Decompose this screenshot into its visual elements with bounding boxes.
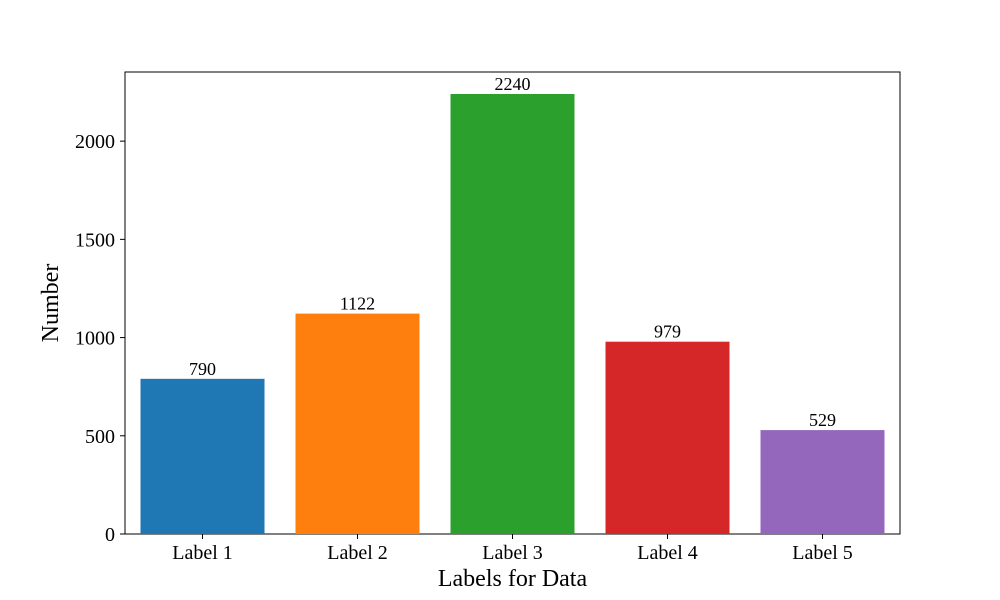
bar-2 [295,313,420,534]
x-tick-label-3: Label 3 [482,542,543,564]
x-axis-ticks-group: Label 1 Label 2 Label 3 Label 4 Label 5 [172,534,853,564]
y-tick-label-0: 0 [105,524,115,546]
bar-5 [760,430,885,534]
y-axis-ticks-group: 0 500 1000 1500 2000 [75,131,125,546]
bar-4 [605,341,730,534]
y-tick-label-2000: 2000 [75,131,115,153]
bar-1 [140,378,265,534]
bar-value-label-3: 2240 [495,74,531,94]
x-tick-label-4: Label 4 [637,542,698,564]
bar-value-label-1: 790 [189,359,216,379]
bar-value-label-2: 1122 [340,294,375,314]
y-tick-label-1500: 1500 [75,229,115,251]
x-axis-title: Labels for Data [438,566,588,592]
y-tick-label-500: 500 [85,426,115,448]
x-tick-label-2: Label 2 [327,542,388,564]
x-tick-label-5: Label 5 [792,542,853,564]
y-tick-label-1000: 1000 [75,328,115,350]
bars-group [140,94,885,534]
bar-value-label-4: 979 [654,322,681,342]
y-axis-title: Number [38,264,64,343]
x-tick-label-1: Label 1 [172,542,233,564]
bar-3 [450,94,575,534]
bar-value-labels-group: 790 1122 2240 979 529 [189,74,836,430]
bar-value-label-5: 529 [809,410,836,430]
